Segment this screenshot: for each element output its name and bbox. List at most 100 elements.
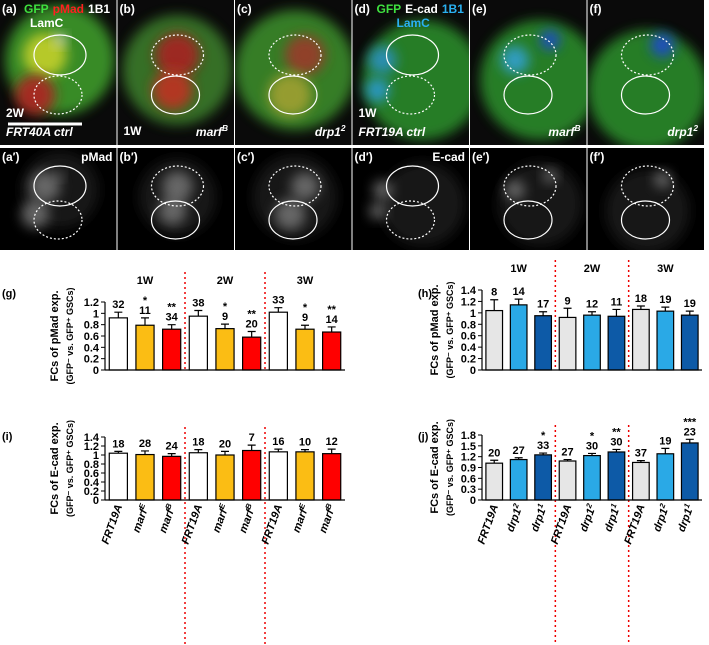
n-label: 14 [326, 314, 339, 326]
bar [322, 453, 342, 501]
micrograph-signal [122, 15, 233, 125]
stain-name: 1B1 [442, 2, 464, 16]
cell-outline [150, 165, 205, 207]
bar [242, 336, 262, 371]
x-tick-label: drp11 [600, 502, 623, 533]
cell-outline [385, 165, 440, 207]
y-axis-subtitle: (GFP⁻ vs. GFP⁺ GSCs) [445, 281, 455, 378]
x-tick-label: FRT19A [100, 503, 125, 546]
micrograph-signal [139, 158, 216, 240]
x-tick-label-text: FRT19A [549, 503, 574, 546]
x-tick-label: FRT19A [622, 503, 647, 546]
error-bar [247, 444, 256, 451]
y-tick-label: 0.4 [461, 342, 477, 354]
panel-label: (f′) [590, 150, 605, 164]
x-tick-label-sup: B [243, 502, 254, 511]
panel-label: (j) [418, 431, 429, 443]
cell-outline [268, 75, 318, 115]
cell-outline [620, 165, 675, 207]
y-tick-label: 0.9 [461, 463, 476, 475]
signal-blob [54, 34, 66, 46]
y-tick-label: 0.4 [84, 477, 100, 489]
x-tick-label: marfB [315, 502, 339, 535]
n-label: 27 [513, 445, 525, 457]
n-label: 27 [561, 447, 573, 459]
y-tick-label: 0.6 [461, 331, 476, 343]
cell-outline [385, 75, 436, 115]
panel-label: (e′) [472, 150, 490, 164]
y-tick-label: 0.2 [461, 354, 476, 366]
micrograph: (a′) pMad [0, 148, 117, 250]
n-label: 19 [659, 294, 671, 306]
cell-outline [150, 200, 201, 240]
n-label: 20 [246, 318, 258, 330]
x-tick-label-text: drp1 [578, 507, 597, 534]
y-axis-subtitle: (GFP⁻ vs. GFP⁺ GSCs) [65, 287, 75, 384]
error-bar [563, 458, 572, 461]
y-tick-label: 1.2 [84, 297, 99, 309]
cell-outline [503, 200, 553, 240]
error-bar [194, 449, 203, 453]
bar [268, 311, 288, 371]
bar [108, 317, 129, 371]
cell-outline [620, 34, 675, 76]
x-tick-label: FRT19A [476, 503, 501, 546]
n-label: 8 [491, 287, 497, 299]
signal-blob [274, 199, 306, 230]
n-label: 20 [219, 438, 231, 450]
n-label: 24 [166, 441, 179, 453]
signal-blob [543, 169, 557, 183]
n-label: 12 [326, 436, 338, 448]
y-tick-label: 1.4 [84, 432, 100, 444]
group-label: 3W [657, 263, 674, 275]
micrograph-signal [253, 155, 337, 240]
signal-blob [162, 171, 193, 202]
micrograph: (e′) [470, 148, 587, 250]
micrograph-signal [369, 162, 465, 246]
error-bar [539, 311, 548, 316]
n-label: 18 [635, 293, 647, 305]
group-label: 2W [584, 263, 601, 275]
x-tick-label-text: marf [317, 507, 337, 535]
x-tick-label: marfE [208, 501, 232, 534]
bar [509, 304, 528, 371]
significance: ** [167, 302, 176, 314]
bar [558, 460, 577, 501]
signal-blob [285, 35, 325, 75]
error-bar [221, 450, 229, 455]
error-bar [247, 330, 256, 338]
x-tick-label: marfB [155, 502, 179, 535]
y-tick-label: 1.4 [461, 285, 477, 297]
bar [162, 328, 182, 371]
panel-label: (g) [2, 288, 16, 300]
x-tick-label-sup: E [136, 501, 147, 510]
n-label: 34 [166, 312, 179, 324]
bar [242, 449, 262, 501]
bar [188, 315, 208, 371]
micrograph: (b′) [117, 148, 234, 250]
bar [534, 454, 553, 501]
x-tick-label-text: marf [211, 506, 231, 534]
panel-label: (a′) [2, 150, 20, 164]
bar [322, 331, 342, 371]
x-tick-label: drp11 [673, 502, 696, 533]
x-tick-label-sup: E [296, 501, 307, 510]
error-bar [490, 459, 499, 464]
micrograph: (b) 1W marfB [117, 0, 234, 145]
signal-blob [152, 70, 193, 110]
significance: * [303, 302, 308, 314]
n-label: 23 [684, 426, 696, 438]
micrograph: (d) GFP E-cad 1B1 LamC 1W FRT19A ctrl [352, 0, 469, 145]
cell-outline [268, 34, 322, 76]
error-bar [514, 298, 523, 305]
y-tick-label: 0.8 [461, 319, 476, 331]
stain-legend: LamC [30, 16, 64, 30]
n-label: 17 [537, 299, 549, 311]
n-label: 7 [249, 432, 255, 444]
bar [509, 458, 528, 501]
signal-blob [369, 202, 386, 220]
error-bar [661, 306, 670, 312]
genotype-label-sup: 2 [340, 123, 346, 133]
error-bar [141, 317, 149, 326]
